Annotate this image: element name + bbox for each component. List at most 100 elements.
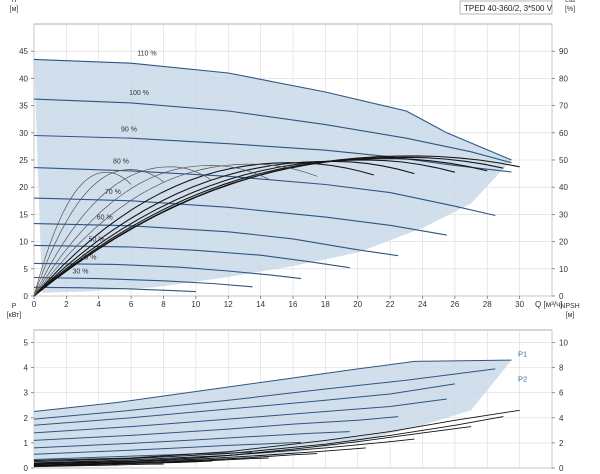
- y2-tick-label: 4: [559, 414, 564, 423]
- x-axis-title: Q [м³/ч]: [535, 300, 562, 309]
- speed-label: 30 %: [72, 269, 88, 276]
- x-tick-label: 2: [64, 300, 69, 309]
- curve-speed_curves-7: [33, 262, 302, 280]
- curve-power_curves-4: [33, 416, 399, 441]
- y2-tick-label: 40: [559, 183, 568, 192]
- y2-tick-label: 30: [559, 210, 568, 219]
- efficiency-curve-7: [33, 165, 269, 297]
- y-tick-label: 15: [19, 210, 28, 219]
- operating-envelope: [34, 360, 512, 466]
- speed-label: 40 %: [81, 254, 97, 261]
- curve-power_curves-1: [33, 368, 496, 420]
- x-tick-label: 24: [418, 300, 427, 309]
- y-tick-label: 20: [19, 183, 28, 192]
- efficiency-curve-9: [33, 169, 164, 297]
- y2-tick-label: 10: [559, 265, 568, 274]
- title-box: [459, 0, 553, 15]
- curve-power_curves-5: [33, 431, 350, 449]
- y-tick-label: 5: [24, 339, 29, 348]
- x-tick-label: 30: [515, 300, 524, 309]
- y-tick-label: 4: [24, 364, 29, 373]
- npsh-curve-2: [33, 426, 472, 464]
- curve-power_curves-3: [33, 398, 447, 434]
- efficiency-curve-1: [33, 156, 504, 297]
- efficiency-curve-8: [33, 166, 213, 297]
- p2-label: P2: [518, 374, 527, 383]
- x-tick-label: 22: [386, 300, 395, 309]
- npsh-curve-6: [33, 457, 269, 466]
- efficiency-curve-2: [33, 158, 488, 297]
- y-tick-label: 10: [19, 238, 28, 247]
- y2-axis-unit: [%]: [565, 6, 575, 13]
- npsh-curve-4: [33, 447, 366, 465]
- y2-axis-title: NPSH: [560, 303, 579, 310]
- y-tick-label: 5: [24, 265, 29, 274]
- efficiency-curve-4: [33, 160, 415, 297]
- curve-speed_curves-2: [33, 134, 512, 173]
- curve-power_curves-2: [33, 383, 455, 426]
- curve-speed_curves-1: [33, 98, 512, 164]
- speed-label: 50 %: [89, 236, 105, 243]
- y2-axis-title: eta: [565, 0, 575, 4]
- chart-title: TPED 40-360/2, 3*500 V: [464, 4, 553, 13]
- y-axis-title: H: [11, 0, 16, 4]
- y2-tick-label: 0: [559, 464, 564, 473]
- y-tick-label: 25: [19, 156, 28, 165]
- curve-power_curves-7: [33, 451, 253, 460]
- efficiency-curve-6: [33, 163, 318, 297]
- x-tick-label: 4: [97, 300, 102, 309]
- speed-label: 70 %: [105, 189, 121, 196]
- y2-tick-label: 90: [559, 47, 568, 56]
- speed-label: 100 %: [129, 90, 149, 97]
- head-efficiency-panel: 0510152025303540450102030405060708090H[м…: [10, 0, 575, 309]
- npsh-curve-3: [33, 438, 415, 465]
- npsh-curve-1: [33, 416, 504, 463]
- npsh-curve-0: [33, 409, 520, 461]
- speed-label: 80 %: [113, 159, 129, 166]
- curve-speed_curves-8: [33, 276, 253, 288]
- x-tick-label: 26: [450, 300, 459, 309]
- y-axis-unit: [кВт]: [7, 312, 22, 319]
- p1-label: P1: [518, 349, 527, 358]
- x-tick-label: 18: [321, 300, 330, 309]
- y-tick-label: 40: [19, 74, 28, 83]
- speed-label: 90 %: [121, 127, 137, 134]
- x-tick-label: 10: [191, 300, 200, 309]
- y2-tick-label: 60: [559, 129, 568, 138]
- y2-tick-label: 8: [559, 364, 564, 373]
- curve-speed_curves-3: [33, 167, 496, 217]
- y2-tick-label: 0: [559, 292, 564, 301]
- x-tick-label: 20: [353, 300, 362, 309]
- y2-axis-unit: [м]: [566, 312, 575, 319]
- y-axis-unit: [м]: [10, 6, 19, 13]
- x-tick-label: 0: [32, 300, 37, 309]
- curve-power_curves-6: [33, 441, 302, 455]
- y2-tick-label: 2: [559, 439, 564, 448]
- y2-tick-label: 20: [559, 238, 568, 247]
- y-tick-label: 30: [19, 129, 28, 138]
- y-tick-label: 0: [24, 464, 29, 473]
- curve-speed_curves-5: [33, 223, 399, 257]
- y2-tick-label: 70: [559, 102, 568, 111]
- y2-tick-label: 50: [559, 156, 568, 165]
- y-tick-label: 1: [24, 439, 29, 448]
- x-tick-label: 28: [483, 300, 492, 309]
- y-tick-label: 35: [19, 102, 28, 111]
- speed-label: 110 %: [137, 50, 156, 57]
- x-tick-label: 8: [161, 300, 166, 309]
- npsh-curve-7: [33, 460, 213, 467]
- x-tick-label: 14: [256, 300, 265, 309]
- curve-speed_curves-0: [33, 58, 512, 161]
- efficiency-curve-3: [33, 159, 456, 297]
- y-axis-title: P: [12, 303, 17, 310]
- npsh-curve-5: [33, 453, 318, 466]
- y-tick-label: 3: [24, 389, 29, 398]
- curve-speed_curves-9: [33, 286, 196, 293]
- efficiency-curve-10: [33, 171, 132, 297]
- y-tick-label: 45: [19, 47, 28, 56]
- curve-speed_curves-6: [33, 244, 350, 269]
- x-tick-label: 12: [224, 300, 233, 309]
